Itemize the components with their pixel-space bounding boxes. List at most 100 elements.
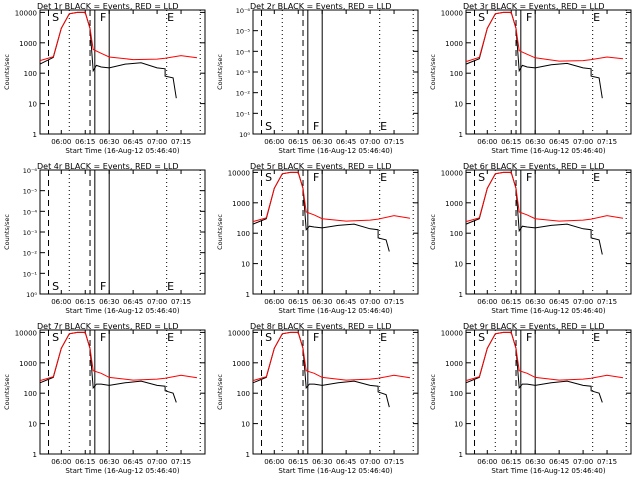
marker-s: S (265, 331, 272, 344)
marker-f: F (100, 331, 106, 344)
plot-frame (39, 329, 206, 455)
y-tick-label: 10⁻² (236, 90, 251, 98)
x-tick-label: 06:45 (123, 298, 143, 306)
y-tick-label: 10000 (228, 329, 250, 337)
y-tick-label: 10⁻⁵ (236, 28, 251, 36)
chart-panel-3: Det 3r BLACK = Events, RED = LLD Counts/s… (429, 2, 632, 155)
x-tick-label: 07:00 (360, 138, 380, 146)
chart-title: Det 1r BLACK = Events, RED = LLD (37, 2, 179, 11)
chart-panel-1: Det 1r BLACK = Events, RED = LLD Counts/s… (3, 2, 206, 155)
plot-frame (252, 169, 419, 295)
x-axis-label: Start Time (16-Aug-12 05:46:40) (278, 147, 392, 155)
x-tick-label: 06:30 (312, 138, 332, 146)
x-tick-label: 06:15 (501, 298, 521, 306)
series-line-events (252, 171, 390, 252)
y-tick-label: 10 (454, 101, 463, 109)
x-tick-label: 07:15 (384, 138, 404, 146)
chart-title: Det 5r BLACK = Events, RED = LLD (250, 162, 392, 171)
series-line-lld (39, 331, 198, 382)
x-tick-label: 06:00 (264, 458, 284, 466)
x-tick-label: 06:45 (336, 298, 356, 306)
plot-frame (39, 9, 206, 135)
series-line-lld (252, 171, 411, 223)
x-tick-label: 06:00 (51, 298, 71, 306)
marker-f: F (100, 280, 106, 293)
x-tick-label: 06:00 (477, 298, 497, 306)
y-tick-label: 10000 (441, 329, 463, 337)
plot-frame (465, 169, 632, 295)
y-tick-label: 10 (454, 261, 463, 269)
y-tick-label: 10 (28, 101, 37, 109)
y-tick-label: 10⁻⁴ (236, 48, 251, 56)
y-tick-label: 1000 (445, 200, 463, 208)
chart-panel-4: Det 4r BLACK = Events, RED = LLD Counts/s… (3, 162, 206, 315)
y-tick-label: 1 (33, 131, 37, 139)
y-tick-label: 100 (237, 390, 250, 398)
y-tick-label: 100 (237, 230, 250, 238)
y-axis-label: Counts/sec (429, 374, 437, 410)
y-tick-label: 1000 (232, 360, 250, 368)
chart-title: Det 7r BLACK = Events, RED = LLD (37, 322, 179, 331)
y-tick-label: 10⁰ (26, 291, 37, 299)
x-tick-label: 07:00 (360, 298, 380, 306)
x-tick-label: 06:00 (477, 458, 497, 466)
chart-panel-2: Det 2r BLACK = Events, RED = LLD Counts/s… (216, 2, 419, 155)
y-axis-label: Counts/sec (3, 374, 11, 410)
x-tick-label: 07:15 (171, 298, 191, 306)
x-tick-label: 06:45 (123, 458, 143, 466)
x-tick-label: 07:00 (573, 138, 593, 146)
marker-f: F (526, 171, 532, 184)
series-line-lld (252, 331, 411, 382)
chart-title: Det 8r BLACK = Events, RED = LLD (250, 322, 392, 331)
series-line-events (39, 11, 177, 99)
x-tick-label: 07:15 (384, 458, 404, 466)
x-axis-label: Start Time (16-Aug-12 05:46:40) (278, 467, 392, 475)
chart-title: Det 4r BLACK = Events, RED = LLD (37, 162, 179, 171)
x-tick-label: 06:45 (123, 138, 143, 146)
marker-e: E (593, 331, 600, 344)
series-line-lld (39, 11, 198, 62)
marker-f: F (526, 331, 532, 344)
y-tick-label: 100 (24, 70, 37, 78)
marker-e: E (593, 11, 600, 24)
series-line-lld (465, 331, 624, 382)
y-tick-label: 1 (459, 451, 463, 459)
y-tick-label: 10000 (15, 9, 37, 17)
marker-e: E (380, 171, 387, 184)
series-line-lld (465, 171, 624, 223)
y-tick-label: 1 (246, 291, 250, 299)
series-line-events (39, 331, 177, 403)
x-tick-label: 06:15 (75, 138, 95, 146)
x-tick-label: 06:45 (549, 298, 569, 306)
chart-title: Det 6r BLACK = Events, RED = LLD (463, 162, 605, 171)
y-tick-label: 100 (450, 70, 463, 78)
plot-frame (252, 9, 419, 135)
x-tick-label: 06:00 (264, 138, 284, 146)
x-tick-label: 07:15 (597, 458, 617, 466)
y-tick-label: 1000 (445, 360, 463, 368)
marker-s: S (52, 280, 59, 293)
series-line-lld (465, 11, 624, 63)
y-axis-label: Counts/sec (216, 54, 224, 90)
y-tick-label: 10⁻² (23, 250, 38, 258)
x-axis-label: Start Time (16-Aug-12 05:46:40) (65, 307, 179, 315)
chart-panel-6: Det 6r BLACK = Events, RED = LLD Counts/s… (429, 162, 632, 315)
marker-f: F (526, 11, 532, 24)
y-tick-label: 10⁻⁶ (236, 7, 251, 15)
x-axis-label: Start Time (16-Aug-12 05:46:40) (278, 307, 392, 315)
x-tick-label: 06:15 (288, 298, 308, 306)
y-tick-label: 10⁻³ (23, 229, 38, 237)
x-axis-label: Start Time (16-Aug-12 05:46:40) (65, 147, 179, 155)
x-tick-label: 06:00 (477, 138, 497, 146)
y-tick-label: 10⁻¹ (236, 110, 251, 118)
x-axis-label: Start Time (16-Aug-12 05:46:40) (65, 467, 179, 475)
y-tick-label: 10⁻¹ (23, 270, 38, 278)
marker-f: F (100, 11, 106, 24)
marker-s: S (52, 331, 59, 344)
series-line-events (465, 331, 603, 403)
marker-f: F (313, 171, 319, 184)
y-tick-label: 10000 (441, 169, 463, 177)
x-tick-label: 07:00 (147, 138, 167, 146)
chart-panel-7: Det 7r BLACK = Events, RED = LLD Counts/s… (3, 322, 206, 475)
